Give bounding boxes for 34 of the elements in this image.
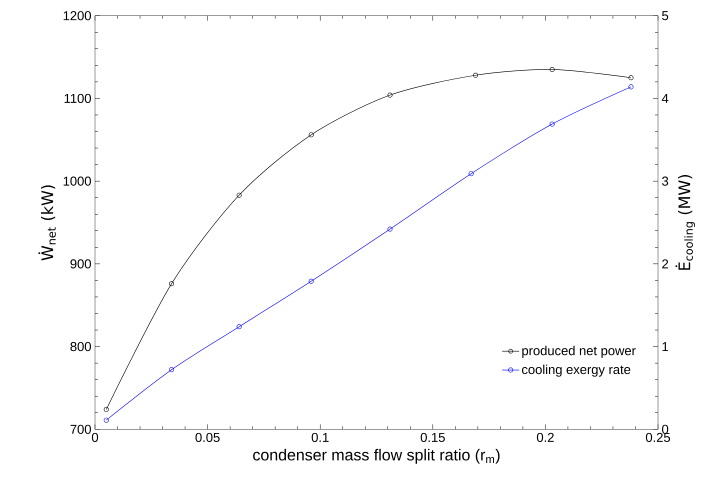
legend-label: produced net power <box>522 346 636 358</box>
point <box>169 367 174 372</box>
x-tick-label: 0.1 <box>312 432 329 442</box>
y-tick-label: 700 <box>70 424 91 434</box>
point <box>236 324 242 330</box>
x-tick-label: 0.15 <box>420 432 445 442</box>
point <box>473 72 478 78</box>
y-tick-label: 800 <box>70 342 91 352</box>
y-tick-label: 900 <box>70 259 91 268</box>
point <box>550 122 555 127</box>
x-tick-label: 0.05 <box>196 432 220 442</box>
legend-label: cooling exergy rate <box>522 364 630 377</box>
point <box>550 66 555 72</box>
y-tick-label: 1000 <box>64 176 91 186</box>
point <box>169 281 174 286</box>
y2-tick-label: 2 <box>662 259 668 268</box>
y2-tick-label: 4 <box>662 94 668 103</box>
y2-tick-label: 1 <box>662 342 668 352</box>
y2-tick-label: 3 <box>662 176 668 186</box>
x-tick-label: 0 <box>92 432 98 442</box>
y-axis-title: Ẇ$_{net}$ (kW) <box>38 185 56 260</box>
y-tick-label: 1200 <box>64 11 91 20</box>
point <box>308 132 314 138</box>
point <box>388 226 393 232</box>
x-axis-title: condenser mass flow split ratio (r$_{m}$) <box>253 448 500 464</box>
point <box>468 171 474 176</box>
point <box>308 278 314 284</box>
y2-axis-title: Ė$_{cooling}$ (MW) <box>676 175 696 270</box>
y-tick-label: 1100 <box>64 94 91 103</box>
x-tick-label: 0.25 <box>646 432 670 442</box>
x-tick-label: 0.2 <box>536 432 554 442</box>
point <box>236 192 242 198</box>
point <box>388 92 393 98</box>
y2-tick-label: 5 <box>662 11 668 20</box>
